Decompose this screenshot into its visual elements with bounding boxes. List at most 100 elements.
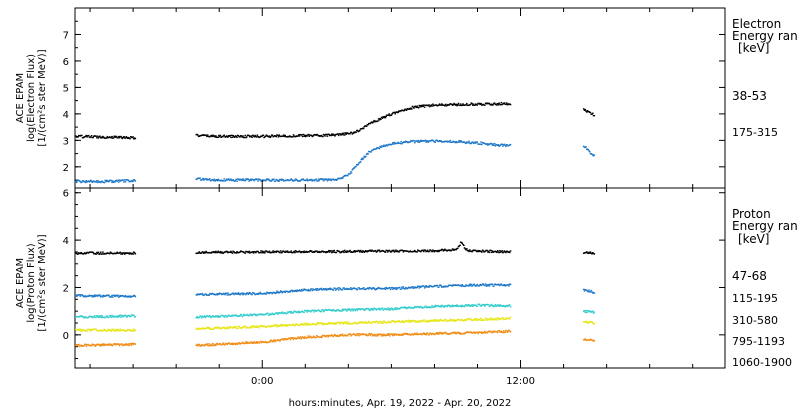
data-point	[246, 327, 248, 329]
data-point	[307, 288, 310, 291]
data-point	[217, 136, 219, 138]
data-point	[282, 338, 284, 340]
data-point	[473, 318, 476, 321]
data-point	[288, 337, 291, 339]
data-point	[89, 180, 91, 182]
data-point	[328, 133, 330, 136]
data-point	[112, 328, 115, 330]
data-point	[496, 304, 499, 306]
data-point	[246, 313, 249, 316]
data-point	[127, 137, 129, 139]
data-point	[440, 104, 442, 106]
data-point	[434, 250, 436, 252]
data-point	[415, 333, 418, 336]
data-point	[91, 329, 94, 332]
data-point	[266, 312, 268, 315]
data-point	[322, 180, 325, 182]
data-point	[334, 135, 336, 137]
data-point	[381, 333, 384, 336]
data-point	[354, 251, 357, 253]
data-point	[320, 251, 323, 253]
data-point	[593, 323, 596, 325]
data-point	[359, 161, 362, 163]
data-point	[457, 331, 460, 334]
data-point	[124, 137, 127, 139]
data-point	[213, 135, 216, 137]
data-point	[484, 330, 486, 333]
data-point	[110, 296, 112, 298]
data-point	[288, 310, 291, 313]
data-point	[341, 132, 344, 134]
data-point	[454, 104, 457, 106]
data-point	[505, 102, 508, 104]
data-point	[395, 249, 397, 251]
data-point	[133, 252, 136, 254]
data-point	[386, 308, 389, 310]
data-point	[366, 251, 369, 253]
data-point	[382, 335, 384, 337]
data-point	[126, 330, 128, 332]
data-point	[502, 331, 504, 334]
data-point	[81, 181, 83, 183]
data-point	[87, 134, 90, 137]
electron-legend-subtitle: Energy ran	[732, 29, 798, 43]
data-point	[314, 289, 317, 291]
data-point	[308, 336, 311, 339]
data-point	[435, 306, 437, 308]
data-point	[459, 304, 462, 307]
data-point	[105, 344, 107, 346]
data-point	[437, 305, 439, 307]
data-point	[412, 106, 415, 108]
data-point	[508, 304, 511, 306]
data-point	[266, 135, 268, 137]
data-point	[337, 335, 340, 337]
data-point	[438, 249, 441, 252]
data-point	[448, 104, 451, 106]
data-point	[384, 117, 387, 119]
data-point	[492, 319, 494, 321]
data-point	[355, 131, 357, 133]
data-point	[261, 324, 263, 327]
data-point	[322, 133, 325, 136]
data-point	[429, 319, 432, 321]
data-point	[261, 326, 264, 328]
data-point	[463, 247, 466, 249]
data-point	[225, 326, 228, 329]
data-point	[303, 337, 305, 340]
data-point	[405, 109, 408, 111]
data-point	[84, 180, 86, 183]
data-point	[469, 103, 472, 106]
data-point	[129, 295, 131, 297]
data-point	[120, 316, 122, 318]
data-point	[331, 250, 334, 252]
data-point	[297, 336, 299, 338]
data-point	[90, 180, 93, 183]
data-point	[448, 141, 451, 143]
data-point	[468, 303, 470, 306]
data-point	[219, 316, 222, 318]
data-point	[405, 332, 407, 335]
data-point	[108, 316, 110, 318]
data-point	[212, 179, 215, 182]
data-point	[267, 178, 270, 180]
data-point	[497, 104, 500, 106]
data-point	[380, 321, 382, 323]
data-point	[415, 320, 418, 322]
data-point	[463, 244, 465, 246]
data-point	[467, 304, 470, 307]
data-point	[267, 325, 270, 327]
data-point	[337, 289, 340, 291]
data-point	[413, 320, 415, 322]
data-point	[97, 294, 100, 296]
data-point	[77, 136, 79, 138]
data-point	[438, 284, 441, 286]
data-point	[324, 335, 326, 337]
data-point	[263, 251, 265, 253]
data-point	[386, 322, 389, 324]
data-point	[344, 322, 347, 325]
data-point	[319, 311, 322, 313]
data-point	[468, 250, 470, 253]
data-point	[96, 137, 98, 139]
data-point	[292, 323, 295, 325]
data-point	[498, 305, 500, 307]
